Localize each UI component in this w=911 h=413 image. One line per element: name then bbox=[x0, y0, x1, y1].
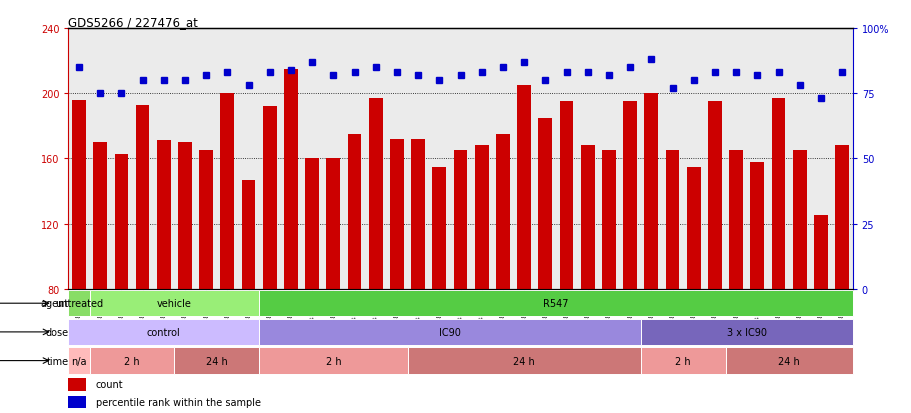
Bar bbox=[200, 151, 213, 289]
Bar bbox=[537, 119, 552, 289]
Bar bbox=[750, 162, 763, 289]
Bar bbox=[686, 167, 700, 289]
Bar bbox=[640, 348, 725, 374]
Bar bbox=[665, 151, 679, 289]
Text: 3 x IC90: 3 x IC90 bbox=[726, 327, 766, 337]
Bar bbox=[453, 151, 467, 289]
Bar bbox=[68, 378, 86, 391]
Bar bbox=[326, 159, 340, 289]
Bar bbox=[157, 141, 170, 289]
Bar bbox=[407, 348, 640, 374]
Bar bbox=[411, 140, 425, 289]
Text: 2 h: 2 h bbox=[124, 356, 139, 366]
Bar bbox=[68, 348, 89, 374]
Bar bbox=[115, 154, 128, 289]
Bar bbox=[771, 99, 784, 289]
Bar bbox=[68, 319, 259, 345]
Bar bbox=[390, 140, 404, 289]
Bar bbox=[259, 290, 852, 317]
Bar bbox=[601, 151, 615, 289]
Text: 24 h: 24 h bbox=[206, 356, 228, 366]
Bar bbox=[475, 146, 488, 289]
Bar bbox=[68, 396, 86, 408]
Bar bbox=[814, 216, 827, 289]
Text: time: time bbox=[46, 356, 68, 366]
Bar bbox=[622, 102, 636, 289]
Text: untreated: untreated bbox=[55, 299, 103, 309]
Bar bbox=[136, 105, 149, 289]
Text: control: control bbox=[147, 327, 180, 337]
Text: agent: agent bbox=[40, 299, 68, 309]
Bar bbox=[220, 94, 234, 289]
Bar bbox=[72, 100, 86, 289]
Bar bbox=[368, 99, 383, 289]
Bar bbox=[89, 348, 174, 374]
Bar bbox=[559, 102, 573, 289]
Text: 2 h: 2 h bbox=[325, 356, 341, 366]
Bar bbox=[640, 319, 852, 345]
Text: n/a: n/a bbox=[71, 356, 87, 366]
Bar bbox=[347, 135, 361, 289]
Bar bbox=[517, 86, 530, 289]
Text: 24 h: 24 h bbox=[513, 356, 535, 366]
Text: R547: R547 bbox=[543, 299, 568, 309]
Text: 24 h: 24 h bbox=[777, 356, 799, 366]
Text: GDS5266 / 227476_at: GDS5266 / 227476_at bbox=[68, 16, 198, 29]
Text: 2 h: 2 h bbox=[674, 356, 691, 366]
Bar bbox=[305, 159, 319, 289]
Text: dose: dose bbox=[46, 327, 68, 337]
Text: count: count bbox=[96, 380, 123, 389]
Bar bbox=[834, 146, 848, 289]
Bar bbox=[725, 348, 852, 374]
Bar bbox=[259, 348, 407, 374]
Bar bbox=[284, 69, 298, 289]
Bar bbox=[792, 151, 805, 289]
Text: vehicle: vehicle bbox=[157, 299, 191, 309]
Text: percentile rank within the sample: percentile rank within the sample bbox=[96, 397, 261, 407]
Bar bbox=[496, 135, 509, 289]
Bar bbox=[241, 180, 255, 289]
Bar bbox=[68, 290, 89, 317]
Bar bbox=[707, 102, 721, 289]
Bar bbox=[644, 94, 658, 289]
Bar bbox=[178, 143, 191, 289]
Bar bbox=[89, 290, 259, 317]
Bar bbox=[93, 143, 107, 289]
Text: IC90: IC90 bbox=[438, 327, 460, 337]
Bar bbox=[729, 151, 742, 289]
Bar bbox=[259, 319, 640, 345]
Bar bbox=[262, 107, 276, 289]
Bar bbox=[174, 348, 259, 374]
Bar bbox=[432, 167, 445, 289]
Bar bbox=[580, 146, 594, 289]
